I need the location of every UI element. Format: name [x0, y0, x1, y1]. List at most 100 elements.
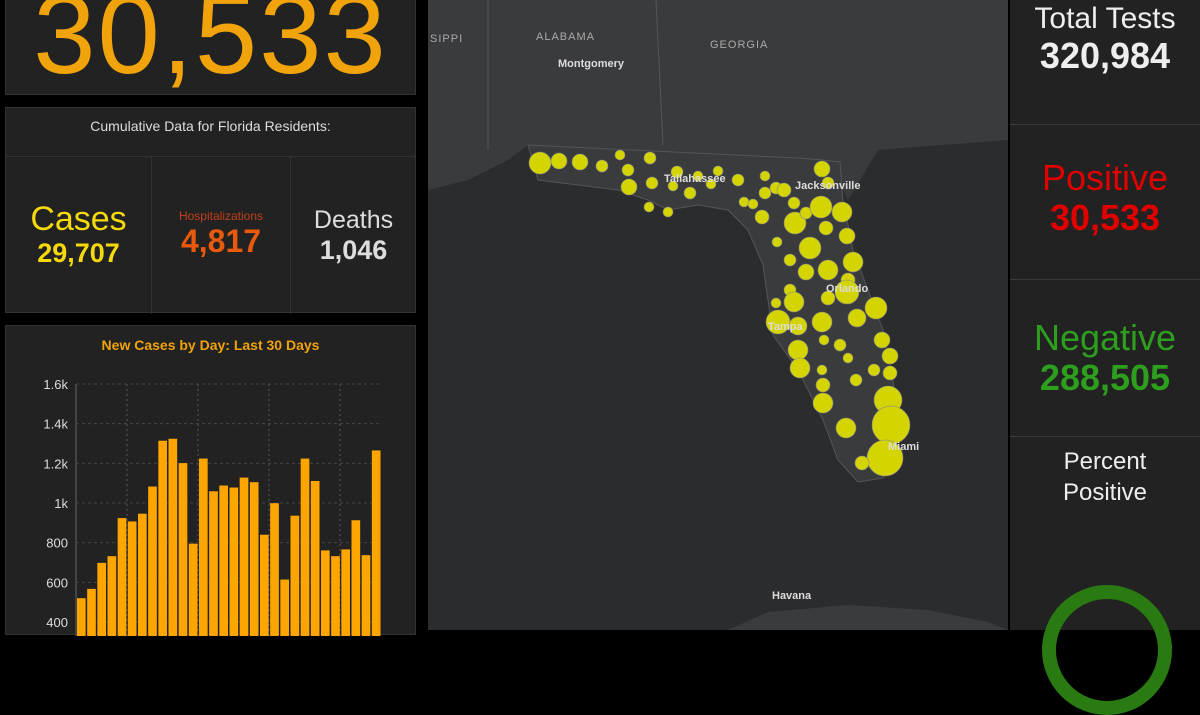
hospitalizations-label: Hospitalizations: [178, 209, 264, 223]
county-case-marker[interactable]: [645, 176, 659, 190]
county-case-marker[interactable]: [692, 170, 704, 182]
county-case-marker[interactable]: [643, 201, 655, 213]
label-orlando: Orlando: [826, 283, 868, 295]
county-case-marker[interactable]: [881, 347, 899, 365]
y-tick-label: 400: [46, 615, 68, 630]
deaths-cell: Deaths 1,046: [291, 157, 416, 314]
county-case-marker[interactable]: [747, 198, 759, 210]
county-case-marker[interactable]: [817, 259, 839, 281]
county-case-marker[interactable]: [783, 211, 807, 235]
county-case-marker[interactable]: [797, 263, 815, 281]
county-case-marker[interactable]: [809, 195, 833, 219]
county-case-marker[interactable]: [705, 178, 717, 190]
county-case-marker[interactable]: [789, 357, 811, 379]
county-case-marker[interactable]: [731, 173, 745, 187]
county-case-marker[interactable]: [643, 151, 657, 165]
county-case-marker[interactable]: [712, 165, 724, 177]
county-case-marker[interactable]: [842, 251, 864, 273]
county-case-marker[interactable]: [813, 160, 831, 178]
county-case-marker[interactable]: [776, 182, 792, 198]
county-case-marker[interactable]: [821, 176, 835, 190]
bar: [117, 518, 127, 636]
county-case-marker[interactable]: [815, 377, 831, 393]
state-border: [655, 0, 664, 146]
county-case-marker[interactable]: [854, 455, 870, 471]
bar: [310, 480, 320, 636]
county-case-marker[interactable]: [873, 331, 891, 349]
deaths-value: 1,046: [319, 235, 388, 265]
new-cases-bar-chart: 400 600 800 1k 1.2k 1.4k 1.6k: [43, 377, 381, 636]
bar: [97, 562, 106, 636]
county-case-marker[interactable]: [787, 339, 809, 361]
county-case-marker[interactable]: [770, 297, 782, 309]
bar: [331, 556, 340, 636]
county-case-marker[interactable]: [528, 151, 552, 175]
county-case-marker[interactable]: [818, 220, 834, 236]
county-case-marker[interactable]: [771, 236, 783, 248]
county-case-marker[interactable]: [670, 165, 684, 179]
county-case-marker[interactable]: [818, 334, 830, 346]
county-case-marker[interactable]: [847, 308, 867, 328]
label-jacksonville: Jacksonville: [795, 180, 860, 192]
county-case-marker[interactable]: [798, 236, 822, 260]
deaths-label: Deaths: [313, 206, 394, 234]
county-case-marker[interactable]: [812, 392, 834, 414]
county-case-marker[interactable]: [867, 363, 881, 377]
county-case-marker[interactable]: [595, 159, 609, 173]
county-case-marker[interactable]: [783, 253, 797, 267]
land-north: [428, 0, 1008, 200]
label-georgia: GEORGIA: [710, 39, 768, 51]
county-case-marker[interactable]: [842, 352, 854, 364]
negative-card: Negative 288,505: [1010, 280, 1200, 437]
label-tallahassee: Tallahassee: [664, 173, 726, 185]
tests-panel: Total Tests 320,984 Positive 30,533 Nega…: [1010, 0, 1200, 715]
county-case-marker[interactable]: [621, 163, 635, 177]
county-case-marker[interactable]: [833, 338, 847, 352]
county-case-marker[interactable]: [614, 149, 626, 161]
bar: [148, 486, 157, 636]
cases-label: Cases: [30, 200, 127, 238]
county-case-marker[interactable]: [754, 209, 770, 225]
county-case-marker[interactable]: [864, 296, 888, 320]
county-case-marker[interactable]: [571, 153, 589, 171]
county-case-marker[interactable]: [834, 279, 860, 305]
label-havana: Havana: [772, 590, 812, 602]
y-tick-label: 1k: [54, 496, 68, 511]
county-case-marker[interactable]: [787, 196, 801, 210]
county-case-marker[interactable]: [811, 311, 833, 333]
county-case-marker[interactable]: [667, 180, 679, 192]
county-case-marker[interactable]: [662, 206, 674, 218]
county-case-marker[interactable]: [882, 365, 898, 381]
county-case-marker[interactable]: [783, 291, 805, 313]
county-case-marker[interactable]: [738, 196, 750, 208]
total-tests-card: Total Tests 320,984: [1010, 0, 1200, 125]
bar: [168, 438, 178, 636]
county-case-marker[interactable]: [620, 178, 638, 196]
label-miami: Miami: [888, 441, 919, 453]
bar: [199, 458, 208, 636]
county-case-marker[interactable]: [816, 364, 828, 376]
florida-map[interactable]: SIPPI ALABAMA GEORGIA Montgomery Tallaha…: [428, 0, 1008, 630]
county-case-marker[interactable]: [838, 227, 856, 245]
county-case-marker[interactable]: [550, 152, 568, 170]
county-case-marker[interactable]: [759, 170, 771, 182]
cumulative-data-panel: Cumulative Data for Florida Residents: C…: [5, 107, 416, 314]
total-tests-label: Total Tests: [1034, 2, 1176, 35]
county-case-marker[interactable]: [831, 201, 853, 223]
bar: [371, 450, 381, 636]
county-case-marker[interactable]: [835, 417, 857, 439]
map-canvas[interactable]: SIPPI ALABAMA GEORGIA Montgomery Tallaha…: [428, 0, 1008, 630]
hospitalizations-value: 4,817: [180, 223, 262, 259]
county-case-marker[interactable]: [683, 186, 697, 200]
positive-label: Positive: [1041, 157, 1169, 198]
county-case-marker[interactable]: [871, 405, 911, 445]
county-case-marker[interactable]: [820, 290, 836, 306]
bar: [249, 482, 259, 636]
bar: [209, 491, 218, 636]
bar: [270, 503, 279, 636]
y-tick-label: 1.4k: [43, 417, 68, 432]
county-case-marker[interactable]: [758, 186, 772, 200]
county-case-marker[interactable]: [788, 316, 808, 336]
bar: [321, 550, 330, 636]
county-case-marker[interactable]: [849, 373, 863, 387]
